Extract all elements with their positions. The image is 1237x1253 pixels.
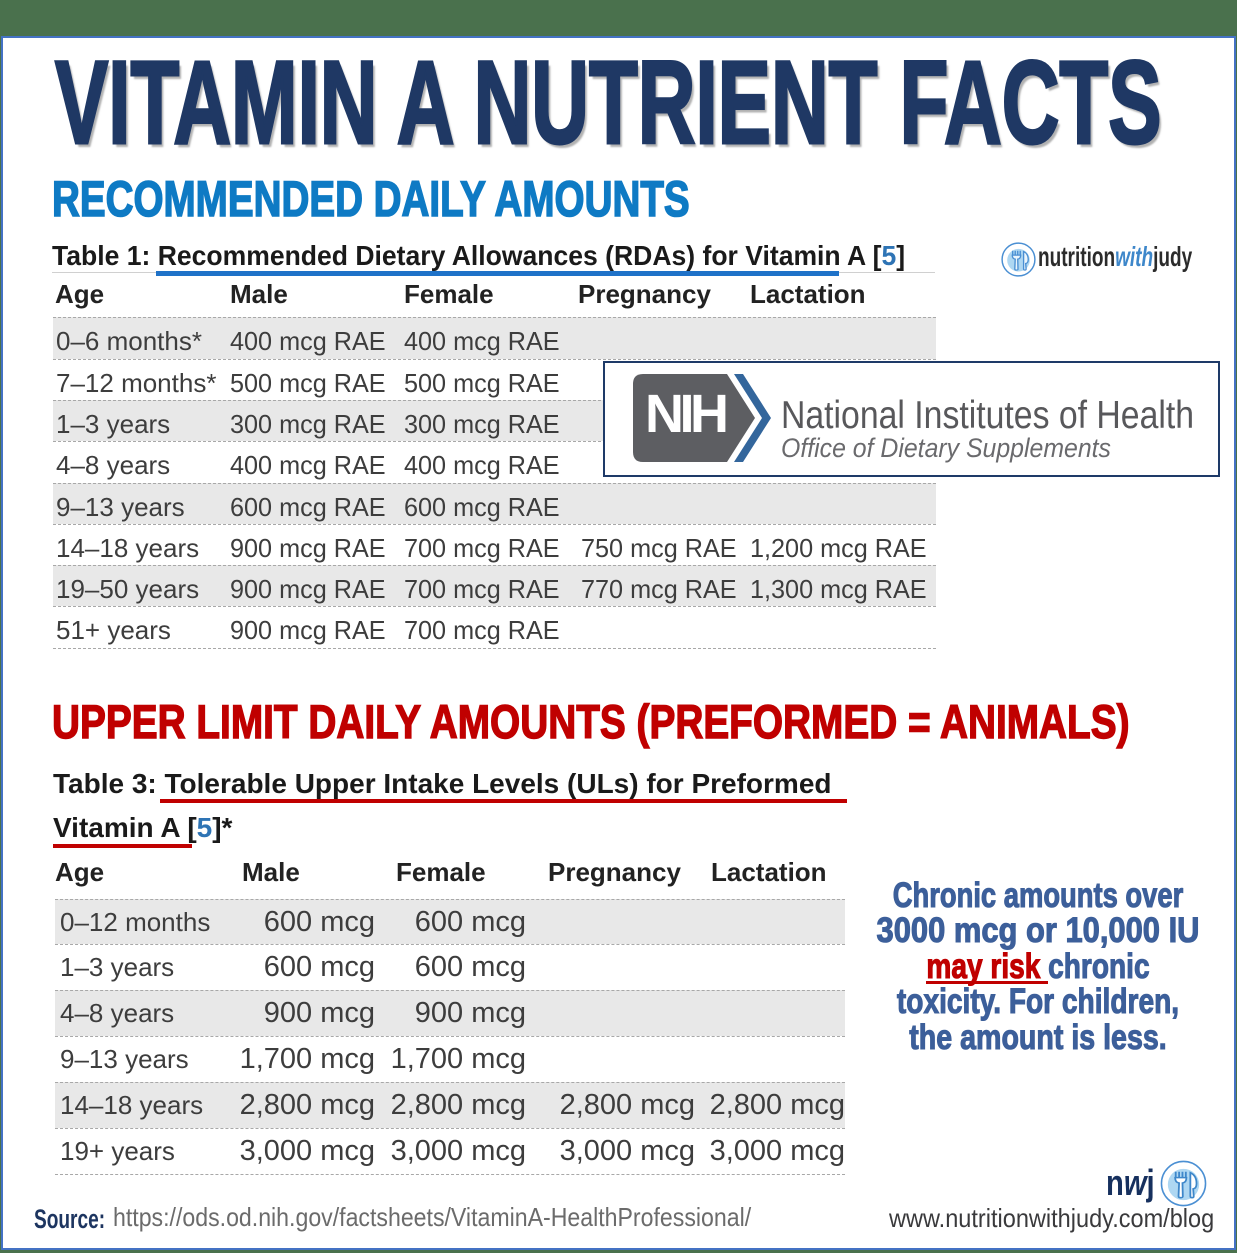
svg-text:NIH: NIH [645,384,729,444]
